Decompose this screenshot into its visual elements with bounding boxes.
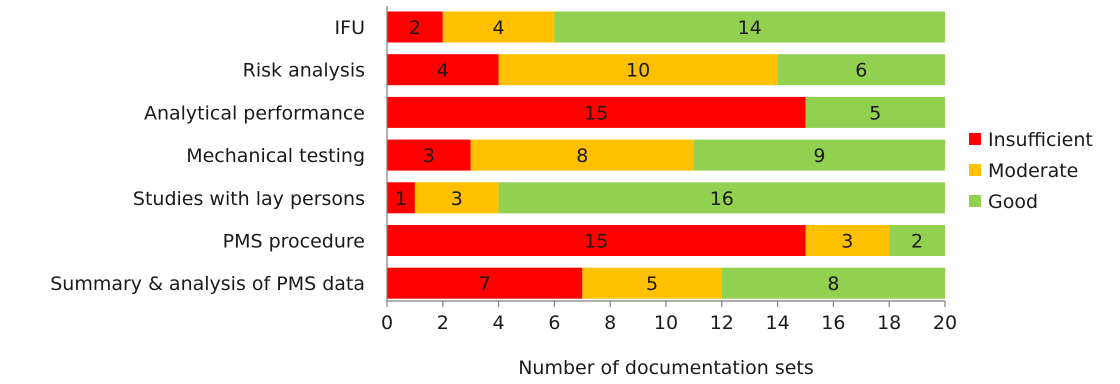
data-label: 1 [395, 188, 407, 210]
legend-label: Good [988, 191, 1038, 213]
data-label: 5 [646, 273, 658, 295]
legend-swatch [969, 164, 981, 176]
data-label: 4 [437, 60, 449, 82]
bar-segment-good [693, 139, 945, 171]
x-tick-label: 6 [548, 312, 560, 334]
bar-row-studies-with-lay-persons: 1 3 16 [387, 182, 945, 214]
legend-swatch [969, 195, 981, 207]
bar-segment-insufficient [387, 139, 471, 171]
data-label: 15 [584, 102, 608, 124]
bar-row-summary-analysis-of-pms-data: 7 5 8 [387, 267, 945, 299]
bar-segment-good [805, 96, 945, 128]
x-tick-label: 16 [821, 312, 845, 334]
legend-label: Moderate [988, 160, 1078, 182]
data-label: 6 [855, 60, 867, 82]
x-tick-label: 12 [710, 312, 734, 334]
legend-item-moderate: Moderate [969, 160, 1078, 182]
data-label: 15 [584, 231, 608, 253]
category-label: Mechanical testing [186, 145, 365, 167]
bar-row-risk-analysis: 4 10 6 [387, 54, 945, 86]
bar-segment-good [554, 11, 945, 43]
category-label: Risk analysis [243, 60, 365, 82]
data-label: 3 [841, 231, 853, 253]
legend-label: Insufficient [988, 129, 1093, 151]
data-label: 7 [479, 273, 491, 295]
x-tick-label: 20 [933, 312, 957, 334]
data-label: 10 [626, 60, 650, 82]
bar-segment-moderate [414, 182, 499, 214]
data-label: 2 [911, 231, 923, 253]
x-axis: 0 2 4 6 8 10 12 14 16 18 20 [381, 6, 957, 334]
category-labels: IFU Risk analysis Analytical performance Me… [50, 17, 365, 295]
bar-segment-insufficient [387, 54, 499, 86]
bar-segment-insufficient [387, 182, 415, 214]
x-axis-title: Number of documentation sets [518, 357, 814, 379]
x-tick-label: 0 [381, 312, 393, 334]
category-label: Studies with lay persons [133, 188, 365, 210]
bar-segment-good [777, 54, 945, 86]
data-label: 16 [710, 188, 734, 210]
legend-swatch [969, 133, 981, 145]
x-tick-label: 10 [654, 312, 678, 334]
bar-row-pms-procedure: 15 3 2 [387, 225, 945, 256]
category-label: IFU [335, 17, 365, 39]
data-label: 9 [813, 145, 825, 167]
bar-segment-moderate [582, 267, 722, 299]
legend-item-good: Good [969, 191, 1038, 213]
bar-segment-good [889, 225, 945, 256]
bar-segment-insufficient [387, 11, 443, 43]
data-label: 8 [576, 145, 588, 167]
data-label: 3 [451, 188, 463, 210]
category-label: Analytical performance [144, 102, 365, 124]
x-tick-label: 18 [877, 312, 901, 334]
bar-segment-insufficient [387, 267, 583, 299]
bar-segment-good [498, 182, 945, 214]
x-tick-label: 8 [604, 312, 616, 334]
bar-row-ifu: 2 4 14 [387, 11, 945, 43]
bar-row-analytical-performance: 15 5 [387, 96, 945, 128]
bar-segment-insufficient [387, 96, 806, 128]
data-label: 14 [738, 17, 762, 39]
data-label: 5 [869, 102, 881, 124]
category-label: Summary & analysis of PMS data [50, 273, 365, 295]
x-tick-label: 2 [437, 312, 449, 334]
bar-segment-good [721, 267, 945, 299]
x-tick-label: 14 [766, 312, 790, 334]
bar-segment-moderate [498, 54, 778, 86]
legend-item-insufficient: Insufficient [969, 129, 1093, 151]
bar-row-mechanical-testing: 3 8 9 [387, 139, 945, 171]
bar-segment-moderate [470, 139, 694, 171]
bar-segment-moderate [805, 225, 890, 256]
data-label: 4 [493, 17, 505, 39]
data-label: 3 [423, 145, 435, 167]
data-label: 8 [827, 273, 839, 295]
data-label: 2 [409, 17, 421, 39]
category-label: PMS procedure [223, 231, 365, 253]
bar-segment-moderate [442, 11, 555, 43]
x-tick-label: 4 [493, 312, 505, 334]
legend: Insufficient Moderate Good [969, 129, 1093, 213]
bar-segment-insufficient [387, 225, 806, 256]
